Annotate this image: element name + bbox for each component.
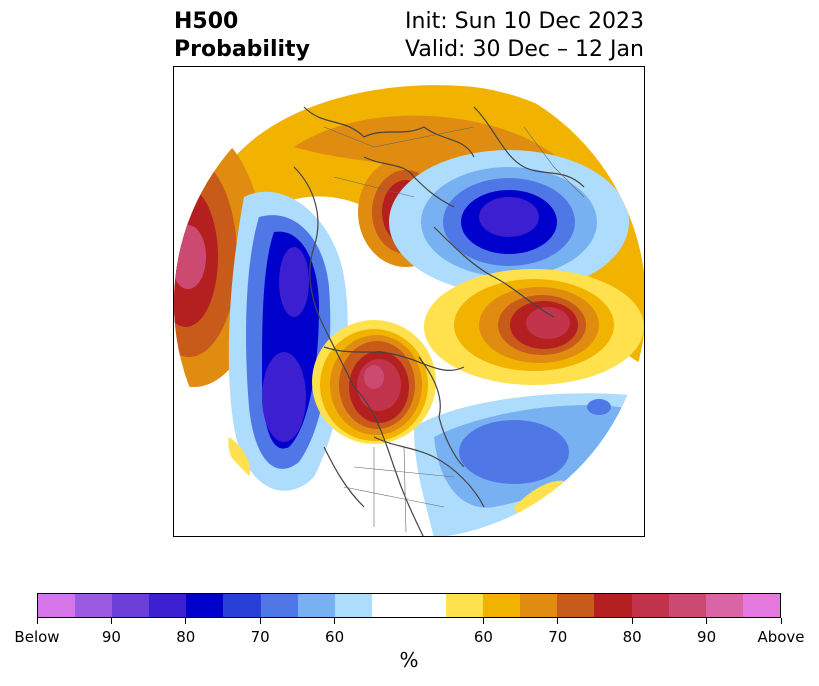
colorbar-cell <box>186 594 224 617</box>
colorbar-cell <box>520 594 558 617</box>
colorbar-tick-mark <box>185 618 187 624</box>
colorbar-tick-label: 90 <box>101 628 121 646</box>
colorbar-cell <box>149 594 187 617</box>
colorbar-tick-mark <box>36 618 38 624</box>
colorbar-cell <box>112 594 150 617</box>
colorbar-cell <box>594 594 632 617</box>
colorbar-tick-mark <box>334 618 336 624</box>
colorbar-cell <box>408 594 447 617</box>
colorbar-tick-mark <box>110 618 112 624</box>
probability-map <box>174 67 644 536</box>
colorbar <box>37 593 781 618</box>
colorbar-tick-label: 60 <box>473 628 493 646</box>
colorbar-cell <box>705 594 743 617</box>
map-frame <box>173 66 645 537</box>
colorbar-tick-label: 80 <box>176 628 196 646</box>
cold-anomaly-south-small <box>587 399 611 415</box>
colorbar-tick-mark <box>780 618 782 624</box>
colorbar-cell <box>631 594 669 617</box>
colorbar-tick-mark <box>631 618 633 624</box>
colorbar-tick-label: 60 <box>325 628 345 646</box>
warm-anomaly-center-core <box>364 365 384 389</box>
cold-anomaly-west-core <box>262 352 306 442</box>
colorbar-tick-label: Below <box>14 628 60 646</box>
colorbar-cell <box>446 594 484 617</box>
title-variable: H500 <box>174 9 239 34</box>
colorbar-tick-mark <box>557 618 559 624</box>
colorbar-tick-label: 80 <box>622 628 642 646</box>
warm-patch-southwest <box>228 437 251 477</box>
colorbar-tick-mark <box>259 618 261 624</box>
colorbar-cell <box>371 594 409 617</box>
colorbar-tick-mark <box>706 618 708 624</box>
colorbar-cell <box>260 594 298 617</box>
title-left: H500 Probability <box>174 8 310 64</box>
colorbar-tick-label: Above <box>757 628 805 646</box>
cold-anomaly-south-core <box>459 420 569 484</box>
init-date: Init: Sun 10 Dec 2023 <box>405 9 644 34</box>
colorbar-cell <box>75 594 113 617</box>
colorbar-cell <box>483 594 521 617</box>
title-type: Probability <box>174 37 310 62</box>
cold-anomaly-ne-core <box>479 197 539 237</box>
colorbar-cell <box>297 594 335 617</box>
colorbar-cell <box>223 594 261 617</box>
colorbar-unit: % <box>399 648 419 672</box>
colorbar-cell <box>334 594 372 617</box>
colorbar-tick-label: 90 <box>697 628 717 646</box>
colorbar-tick-label: 70 <box>548 628 568 646</box>
warm-anomaly-east-core <box>526 307 570 339</box>
colorbar-tick-mark <box>482 618 484 624</box>
colorbar-cell <box>38 594 76 617</box>
colorbar-cell <box>668 594 706 617</box>
colorbar-cell <box>742 594 780 617</box>
colorbar-cell <box>557 594 595 617</box>
colorbar-tick-label: 70 <box>250 628 270 646</box>
title-right: Init: Sun 10 Dec 2023 Valid: 30 Dec – 12… <box>405 8 644 64</box>
valid-range: Valid: 30 Dec – 12 Jan <box>405 37 644 62</box>
cold-anomaly-west-core-2 <box>279 247 309 317</box>
coastlines <box>293 106 635 536</box>
